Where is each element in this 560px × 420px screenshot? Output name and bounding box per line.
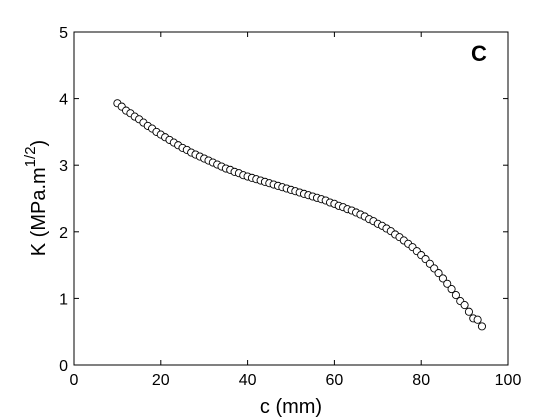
x-tick-label: 60 <box>326 372 344 389</box>
y-axis-label-superscript: 1/2 <box>22 146 39 167</box>
panel-label: C <box>471 41 487 66</box>
y-tick-label: 0 <box>59 358 68 375</box>
tick-labels: 0 20 40 60 80 100 0 1 2 3 4 5 <box>59 25 521 389</box>
data-point <box>438 274 447 283</box>
y-axis-label-close: ) <box>28 140 50 147</box>
y-axis-label-main: K (MPa.m <box>28 167 50 256</box>
data-point <box>451 291 460 300</box>
data-point <box>460 301 469 310</box>
data-points <box>113 99 487 331</box>
data-point <box>443 279 452 288</box>
y-tick-label: 4 <box>59 92 68 109</box>
x-tick-label: 100 <box>495 372 522 389</box>
x-axis-label: c (mm) <box>260 396 322 418</box>
y-tick-label: 3 <box>59 158 68 175</box>
data-point <box>434 269 443 278</box>
y-tick-label: 1 <box>59 291 68 308</box>
data-point <box>464 307 473 316</box>
x-tick-label: 40 <box>239 372 257 389</box>
y-axis-label: K (MPa.m1/2) <box>22 140 50 256</box>
axis-ticks <box>73 31 509 366</box>
x-tick-label: 0 <box>70 372 79 389</box>
data-point <box>473 315 482 324</box>
y-tick-label: 2 <box>59 225 68 242</box>
x-tick-label: 80 <box>412 372 430 389</box>
data-point <box>447 285 456 294</box>
data-point <box>477 322 487 331</box>
plot-area <box>73 31 509 366</box>
y-tick-label: 5 <box>59 25 68 42</box>
x-tick-label: 20 <box>152 372 170 389</box>
